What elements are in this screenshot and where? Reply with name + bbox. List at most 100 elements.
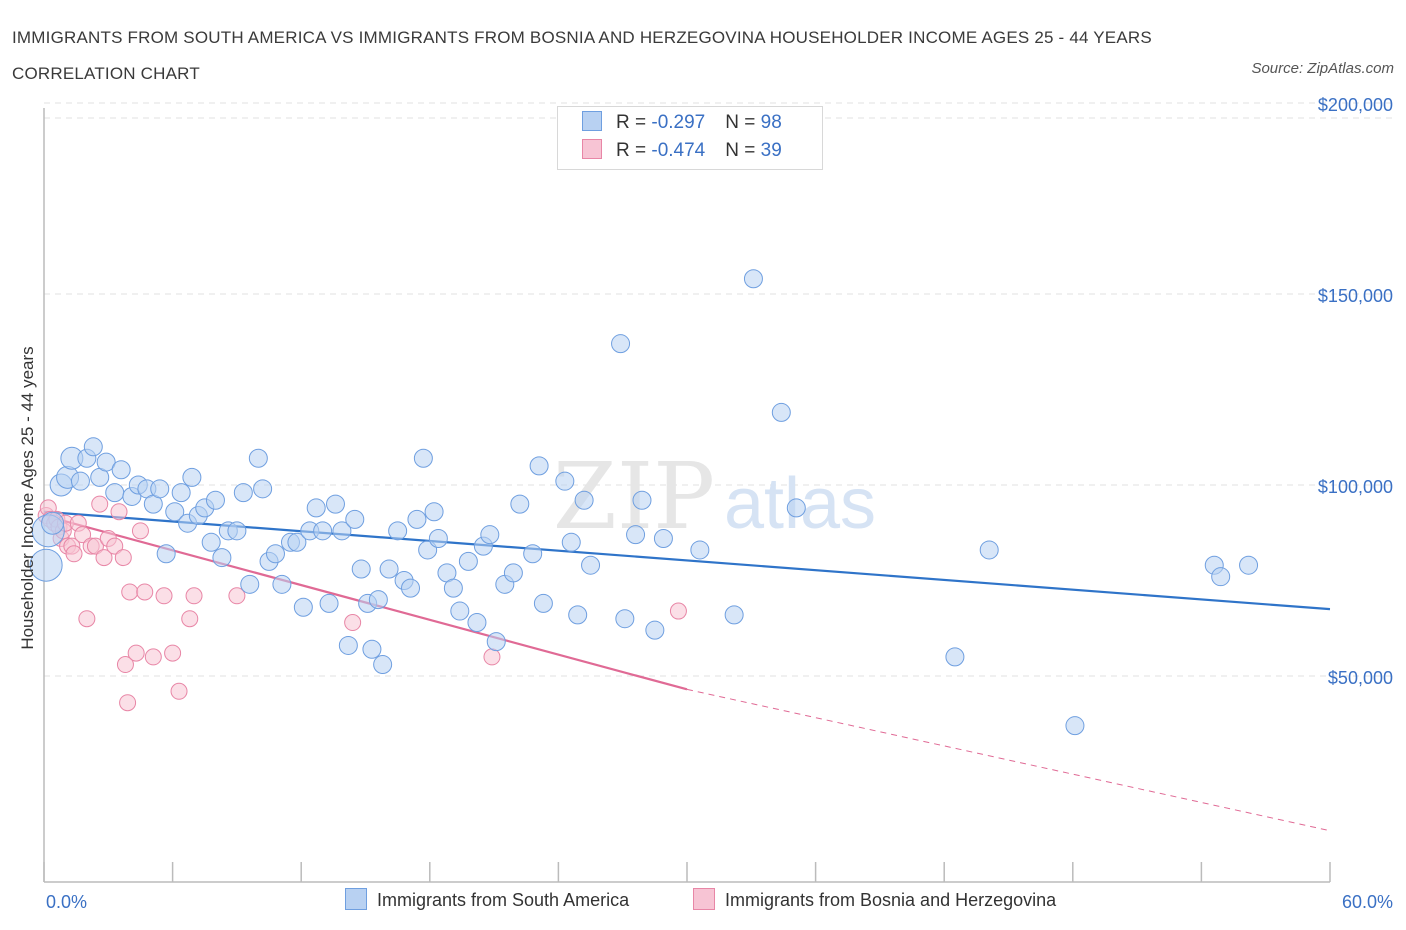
point-south-america: [690, 540, 710, 560]
axes: [43, 108, 1331, 883]
point-south-america: [83, 437, 103, 457]
point-south-america: [29, 548, 63, 582]
point-south-america: [581, 555, 601, 575]
legend-row-south-america: R = -0.297 N = 98: [582, 111, 782, 139]
trend-lines: [43, 510, 1331, 832]
point-south-america: [615, 609, 635, 629]
y-tick-label: $50,000: [1328, 668, 1393, 688]
point-south-america: [443, 578, 463, 598]
point-south-america: [503, 563, 523, 583]
point-south-america: [510, 494, 530, 514]
point-south-america: [111, 460, 131, 480]
tick-labels: $50,000 $100,000 $150,000 $200,000 0.0% 60.0%: [46, 95, 1393, 912]
point-south-america: [486, 632, 506, 652]
point-south-america: [388, 521, 408, 541]
legend-item-bosnia[interactable]: Immigrants from Bosnia and Herzegovina: [693, 888, 1056, 911]
trend-line-south-america: [43, 510, 1331, 611]
point-south-america: [150, 479, 170, 499]
y-tick-label: $150,000: [1318, 286, 1393, 306]
legend-n-value: 39: [760, 140, 782, 161]
point-south-america: [248, 448, 268, 468]
legend-swatch-blue: [345, 888, 367, 910]
point-south-america: [529, 456, 549, 476]
point-bosnia: [106, 537, 124, 555]
point-bosnia: [119, 694, 137, 712]
point-south-america: [373, 655, 393, 675]
point-south-america: [96, 452, 116, 472]
point-south-america: [1065, 716, 1085, 736]
legend-label-bosnia: Immigrants from Bosnia and Herzegovina: [725, 890, 1057, 910]
stats-legend: R = -0.297 N = 98 R = -0.474 N = 39: [557, 106, 823, 170]
point-south-america: [533, 593, 553, 613]
source-label: Source: ZipAtlas.com: [1251, 60, 1394, 77]
x-tick-label-start: 0.0%: [46, 892, 87, 912]
y-tick-label: $200,000: [1318, 95, 1393, 115]
point-south-america: [632, 490, 652, 510]
point-south-america: [105, 483, 125, 503]
point-south-america: [407, 509, 427, 529]
legend-swatch-pink: [582, 139, 602, 159]
point-south-america: [401, 578, 421, 598]
legend-item-south-america[interactable]: Immigrants from South America: [345, 888, 629, 911]
y-axis-label: Householder Income Ages 25 - 44 years: [18, 346, 37, 650]
legend-n-value: 98: [760, 112, 782, 133]
point-bosnia: [155, 587, 173, 605]
point-bosnia: [144, 648, 162, 666]
legend-swatch-pink: [693, 888, 715, 910]
legend-swatch-blue: [582, 111, 602, 131]
point-south-america: [1211, 567, 1231, 587]
point-south-america: [319, 593, 339, 613]
point-bosnia: [164, 644, 182, 662]
point-south-america: [205, 490, 225, 510]
legend-r-value: -0.474: [651, 140, 706, 161]
point-bosnia: [114, 549, 132, 567]
point-south-america: [555, 471, 575, 491]
point-south-america: [626, 525, 646, 545]
point-south-america: [413, 448, 433, 468]
point-south-america: [645, 620, 665, 640]
point-south-america: [201, 532, 221, 552]
point-south-america: [306, 498, 326, 518]
point-bosnia: [116, 656, 134, 674]
point-south-america: [450, 601, 470, 621]
point-bosnia: [669, 602, 687, 620]
point-south-america: [653, 528, 673, 548]
point-south-america: [979, 540, 999, 560]
point-south-america: [379, 559, 399, 579]
point-bosnia: [185, 587, 203, 605]
point-bosnia: [127, 644, 145, 662]
point-bosnia: [110, 503, 128, 521]
data-points: [29, 269, 1259, 736]
legend-r-value: -0.297: [651, 112, 706, 133]
point-south-america: [945, 647, 965, 667]
point-south-america: [743, 269, 763, 289]
point-south-america: [171, 483, 191, 503]
point-bosnia: [65, 545, 83, 563]
legend-n-label: N =: [725, 140, 761, 161]
point-south-america: [338, 635, 358, 655]
point-south-america: [786, 498, 806, 518]
point-south-america: [351, 559, 371, 579]
point-bosnia: [136, 583, 154, 601]
point-south-america: [568, 605, 588, 625]
point-south-america: [265, 544, 285, 564]
point-south-america: [287, 532, 307, 552]
point-south-america: [233, 483, 253, 503]
point-south-america: [771, 402, 791, 422]
legend-row-bosnia: R = -0.474 N = 39: [582, 139, 782, 167]
chart-title: IMMIGRANTS FROM SOUTH AMERICA VS IMMIGRA…: [12, 28, 1152, 83]
point-south-america: [428, 528, 448, 548]
point-bosnia: [228, 587, 246, 605]
point-south-america: [458, 551, 478, 571]
y-tick-label: $100,000: [1318, 477, 1393, 497]
point-bosnia: [86, 537, 104, 555]
legend-r-label: R =: [616, 112, 652, 133]
point-south-america: [182, 467, 202, 487]
point-south-america: [424, 502, 444, 522]
point-south-america: [345, 509, 365, 529]
trend-line-bosnia-extension: [686, 688, 1331, 832]
point-south-america: [293, 597, 313, 617]
point-south-america: [611, 334, 631, 354]
point-south-america: [240, 574, 260, 594]
